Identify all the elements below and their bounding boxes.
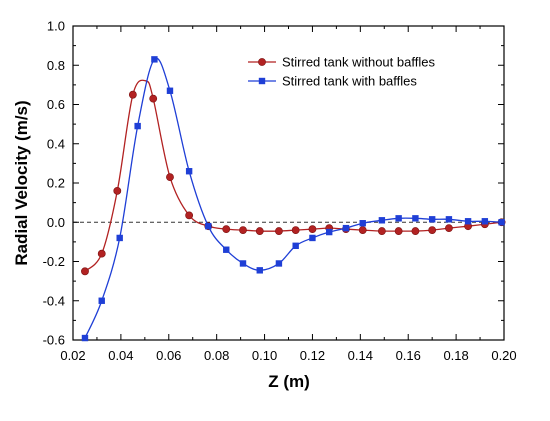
y-tick-label: 0.2 xyxy=(47,176,65,191)
data-point xyxy=(412,215,419,222)
data-point xyxy=(205,222,212,230)
y-tick-label: -0.2 xyxy=(43,254,65,269)
series-1 xyxy=(81,79,506,276)
data-point xyxy=(326,228,333,236)
data-point xyxy=(464,218,472,225)
y-tick-label: 0.6 xyxy=(47,97,65,112)
x-tick-label: 0.20 xyxy=(491,348,516,363)
x-tick-label: 0.06 xyxy=(156,348,181,363)
legend-label: Stirred tank without baffles xyxy=(282,55,435,70)
data-point xyxy=(498,219,505,226)
x-tick-label: 0.10 xyxy=(252,348,277,363)
x-tick-label: 0.04 xyxy=(108,348,133,363)
data-point xyxy=(185,211,194,220)
legend: Stirred tank without baffles Stirred tank… xyxy=(248,55,435,89)
data-point xyxy=(81,267,89,276)
data-point xyxy=(445,216,453,223)
legend-item: Stirred tank with baffles xyxy=(248,74,417,89)
y-tick-label: 0.8 xyxy=(47,58,65,73)
data-point xyxy=(428,226,437,234)
data-point xyxy=(166,173,174,182)
data-point xyxy=(411,227,420,235)
data-point xyxy=(239,260,247,267)
y-axis-title: Radial Velocity (m/s) xyxy=(12,100,31,265)
data-point xyxy=(377,227,386,235)
x-tick-label: 0.16 xyxy=(396,348,421,363)
data-point xyxy=(445,224,453,233)
series-2 xyxy=(81,56,505,342)
data-point xyxy=(359,220,366,227)
data-point xyxy=(292,242,299,249)
legend-item: Stirred tank without baffles xyxy=(248,55,435,70)
data-point xyxy=(275,227,283,235)
data-point xyxy=(255,227,264,235)
data-point xyxy=(275,260,283,267)
x-tick-label: 0.12 xyxy=(300,348,325,363)
data-point xyxy=(222,225,231,234)
x-tick-label: 0.08 xyxy=(204,348,229,363)
data-point xyxy=(81,334,89,342)
data-point xyxy=(378,217,386,224)
data-point xyxy=(223,246,230,253)
data-point xyxy=(428,216,436,223)
x-axis-title: Z (m) xyxy=(268,372,310,391)
data-point xyxy=(394,227,403,235)
y-tick-label: 1.0 xyxy=(47,19,65,34)
legend-marker xyxy=(258,58,266,66)
plot-area xyxy=(72,25,505,341)
x-tick-label: 0.18 xyxy=(443,348,468,363)
data-point xyxy=(134,122,141,130)
x-tick-label: 0.02 xyxy=(60,348,85,363)
data-point xyxy=(395,215,402,222)
data-point xyxy=(149,94,158,103)
legend-marker xyxy=(258,77,266,85)
data-point xyxy=(116,234,123,242)
data-point xyxy=(98,297,105,304)
y-tick-label: 0.4 xyxy=(47,136,65,151)
x-tick-label: 0.14 xyxy=(348,348,373,363)
series-layer xyxy=(81,56,506,342)
y-tick-label: -0.6 xyxy=(43,333,65,348)
legend-label: Stirred tank with baffles xyxy=(282,74,417,89)
data-point xyxy=(166,87,174,94)
data-point xyxy=(128,90,137,99)
data-point xyxy=(185,168,193,175)
data-point xyxy=(113,186,122,195)
data-point xyxy=(291,226,300,234)
data-point xyxy=(342,224,350,232)
data-point xyxy=(358,226,367,234)
y-tick-label: 0.0 xyxy=(47,215,65,230)
data-point xyxy=(308,225,317,234)
data-point xyxy=(151,56,158,63)
data-point xyxy=(481,218,489,225)
y-tick-label: -0.4 xyxy=(43,293,65,308)
data-point xyxy=(309,234,316,242)
axis-ticks: 0.02 0.04 0.06 0.08 0.10 0.12 0.14 0.16 0.18 0.20… xyxy=(43,19,517,364)
data-point xyxy=(239,226,247,234)
data-point xyxy=(97,249,106,258)
data-point xyxy=(256,267,263,274)
